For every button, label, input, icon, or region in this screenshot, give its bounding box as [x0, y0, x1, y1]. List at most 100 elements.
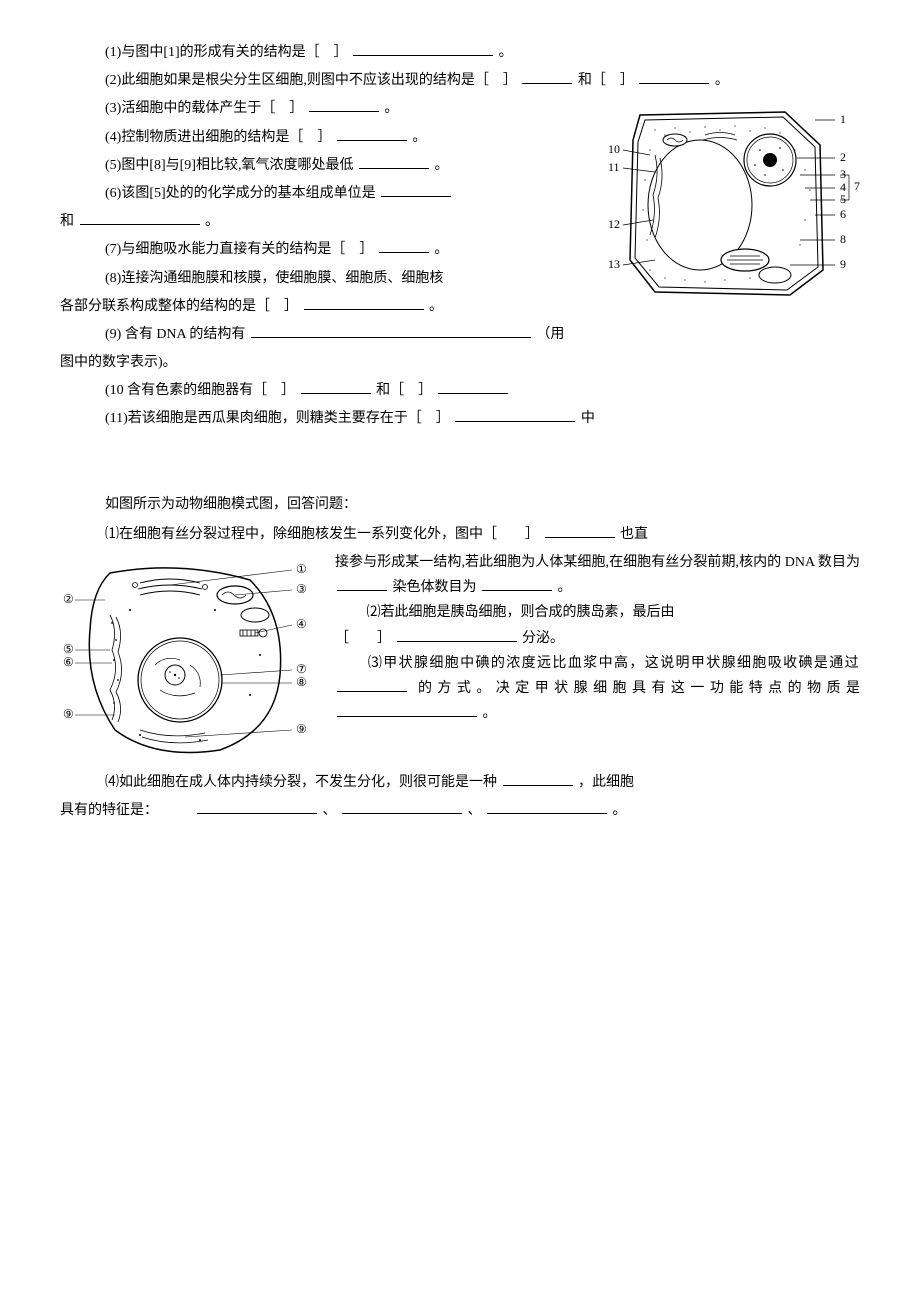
- q2-2b-blank[interactable]: [397, 626, 517, 642]
- q1-6-end: 。: [205, 214, 219, 229]
- label-c6: ⑥: [63, 655, 74, 669]
- q1-1-text: (1)与图中[1]的形成有关的结构是［ ］: [105, 45, 348, 60]
- q1-7-text: (7)与细胞吸水能力直接有关的结构是［ ］: [105, 242, 373, 257]
- label-c3: ③: [296, 582, 307, 596]
- q1-8-text: (8)连接沟通细胞膜和核膜，使细胞膜、细胞质、细胞核: [105, 271, 443, 286]
- q1-10-text: (10 含有色素的细胞器有［ ］: [105, 383, 295, 398]
- q2-3b-text: 的方式。决定甲状腺细胞具有这一功能特点的物质是: [418, 681, 860, 696]
- q1-5-end: 。: [434, 158, 448, 173]
- q2-intro: 如图所示为动物细胞模式图，回答问题：: [105, 492, 860, 517]
- q1-line-1: (1)与图中[1]的形成有关的结构是［ ］ 。: [105, 40, 860, 65]
- q1-4-blank[interactable]: [337, 125, 407, 141]
- q2-4-blank1[interactable]: [197, 798, 317, 814]
- q2-3b-blank[interactable]: [337, 701, 477, 717]
- label-c5: ⑤: [63, 642, 74, 656]
- q1-2-text: (2)此细胞如果是根尖分生区细胞,则图中不应该出现的结构是［ ］: [105, 73, 517, 88]
- question-block-2: 如图所示为动物细胞模式图，回答问题： ⑴在细胞有丝分裂过程中，除细胞核发生一系列…: [60, 492, 860, 824]
- q1-line-8: (8)连接沟通细胞膜和核膜，使细胞膜、细胞质、细胞核: [105, 266, 860, 291]
- q1-1-end: 。: [499, 45, 513, 60]
- q2-line-4: ⑷如此细胞在成人体内持续分裂，不发生分化，则很可能是一种 ，此细胞: [105, 770, 860, 795]
- label-c2: ②: [63, 592, 74, 606]
- q1-1-blank[interactable]: [353, 40, 493, 56]
- q1-5-blank[interactable]: [359, 153, 429, 169]
- q1-6-blank1[interactable]: [381, 181, 451, 197]
- q2-1a-text: ⑴在细胞有丝分裂过程中，除细胞核发生一系列变化外，图中［ ］: [105, 527, 539, 542]
- q1-9-text: (9) 含有 DNA 的结构有: [105, 327, 245, 342]
- label-c9a: ⑨: [63, 707, 74, 721]
- q1-line-8b: 各部分联系构成整体的结构的是［ ］ 。: [60, 294, 860, 319]
- q1-2-blank1[interactable]: [522, 68, 572, 84]
- label-c1: ①: [296, 562, 307, 576]
- q1-9-cont: 图中的数字表示)。: [60, 355, 177, 370]
- q2-line-4b: 具有的特征是： 、 、 。: [60, 798, 860, 823]
- q1-7-blank[interactable]: [379, 237, 429, 253]
- q2-line-1a: ⑴在细胞有丝分裂过程中，除细胞核发生一系列变化外，图中［ ］ 也直: [105, 522, 860, 547]
- q1-6-blank2[interactable]: [80, 209, 200, 225]
- q2-4e-text: 、: [468, 803, 482, 818]
- q2-4b-text: ，此细胞: [578, 775, 634, 790]
- q2-1a-blank[interactable]: [545, 522, 615, 538]
- q2-wrap-container: ① ② ③ ④ ⑤ ⑥ ⑦ ⑧ ⑨ ⑨ 接参与形成某一结构,若此细胞为人体某细胞…: [60, 550, 860, 770]
- q1-8-cont: 各部分联系构成整体的结构的是［ ］: [60, 299, 298, 314]
- q2-1c-blank[interactable]: [337, 575, 387, 591]
- q1-line-11: (11)若该细胞是西瓜果肉细胞，则糖类主要存在于［ ］ 中: [105, 406, 860, 431]
- q1-7-end: 。: [434, 242, 448, 257]
- q2-4c-text: 具有的特征是：: [60, 803, 158, 818]
- q2-1d-blank[interactable]: [482, 575, 552, 591]
- q1-3-text: (3)活细胞中的载体产生于［ ］: [105, 101, 303, 116]
- q1-line-6b: 和 。: [60, 209, 860, 234]
- q2-4-blank3[interactable]: [487, 798, 607, 814]
- q2-4f-text: 。: [613, 803, 627, 818]
- q1-line-5: (5)图中[8]与[9]相比较,氧气浓度哪处最低 。: [105, 153, 860, 178]
- q1-11-end: 中: [581, 411, 595, 426]
- q1-9-end: （用: [536, 327, 564, 342]
- q2-1c-text: 接参与形成某一结构,若此细胞为人体某细胞,在细胞有丝分裂前期,核内的 DNA 数…: [335, 555, 860, 570]
- animal-cell-diagram: ① ② ③ ④ ⑤ ⑥ ⑦ ⑧ ⑨ ⑨: [60, 555, 320, 765]
- q1-line-2: (2)此细胞如果是根尖分生区细胞,则图中不应该出现的结构是［ ］ 和［ ］ 。: [105, 68, 860, 93]
- q2-1d-text: 染色体数目为: [393, 580, 481, 595]
- q1-8-end: 。: [429, 299, 443, 314]
- q1-line-9: (9) 含有 DNA 的结构有 （用: [105, 322, 860, 347]
- q1-11-text: (11)若该细胞是西瓜果肉细胞，则糖类主要存在于［ ］: [105, 411, 450, 426]
- q2-3a-blank[interactable]: [337, 676, 407, 692]
- label-c9: ⑨: [296, 722, 307, 736]
- q2-4a-text: ⑷如此细胞在成人体内持续分裂，不发生分化，则很可能是一种: [105, 775, 497, 790]
- q1-line-4: (4)控制物质进出细胞的结构是［ ］ 。: [105, 125, 860, 150]
- q1-8-blank[interactable]: [304, 294, 424, 310]
- label-c7: ⑦: [296, 662, 307, 676]
- q1-4-text: (4)控制物质进出细胞的结构是［ ］: [105, 130, 331, 145]
- q2-3a-text: ⑶甲状腺细胞中碘的浓度远比血浆中高，这说明甲状腺细胞吸收碘是通过: [368, 656, 860, 671]
- q1-2-blank2[interactable]: [639, 68, 709, 84]
- q2-2a-text: ⑵若此细胞是胰岛细胞，则合成的胰岛素，最后由: [367, 605, 675, 620]
- q1-10-mid: 和［ ］: [376, 383, 432, 398]
- q1-11-blank[interactable]: [455, 406, 575, 422]
- q1-9-blank[interactable]: [251, 322, 531, 338]
- q1-2-mid: 和［ ］: [578, 73, 634, 88]
- q2-2c-text: 分泌。: [522, 631, 564, 646]
- q1-5-text: (5)图中[8]与[9]相比较,氧气浓度哪处最低: [105, 158, 353, 173]
- q1-4-end: 。: [412, 130, 426, 145]
- label-c8: ⑧: [296, 675, 307, 689]
- q2-4-blank2[interactable]: [342, 798, 462, 814]
- q1-line-3: (3)活细胞中的载体产生于［ ］ 。: [105, 96, 860, 121]
- q1-6-text: (6)该图[5]处的的化学成分的基本组成单位是: [105, 186, 376, 201]
- q1-3-end: 。: [384, 101, 398, 116]
- q2-2b-text: ［ ］: [335, 631, 391, 646]
- q2-3c-text: 。: [483, 706, 497, 721]
- q1-3-blank[interactable]: [309, 96, 379, 112]
- q2-4d-text: 、: [323, 803, 337, 818]
- q1-2-end: 。: [715, 73, 729, 88]
- q1-10-blank2[interactable]: [438, 378, 508, 394]
- q2-1e-text: 。: [558, 580, 572, 595]
- question-block-1: 1 2 3 4 5 6 7 8 9 10 11 12 13 (1)与图中[1]的…: [60, 40, 860, 432]
- q1-line-9b: 图中的数字表示)。: [60, 350, 860, 375]
- q1-line-7: (7)与细胞吸水能力直接有关的结构是［ ］ 。: [105, 237, 860, 262]
- label-c4: ④: [296, 617, 307, 631]
- q1-10-blank1[interactable]: [301, 378, 371, 394]
- q1-line-10: (10 含有色素的细胞器有［ ］ 和［ ］: [105, 378, 860, 403]
- q2-4a-blank[interactable]: [503, 770, 573, 786]
- q2-1b-text: 也直: [620, 527, 648, 542]
- q1-line-6: (6)该图[5]处的的化学成分的基本组成单位是: [105, 181, 860, 206]
- q1-6-cont: 和: [60, 214, 74, 229]
- animal-cell-svg: ① ② ③ ④ ⑤ ⑥ ⑦ ⑧ ⑨ ⑨: [60, 555, 320, 765]
